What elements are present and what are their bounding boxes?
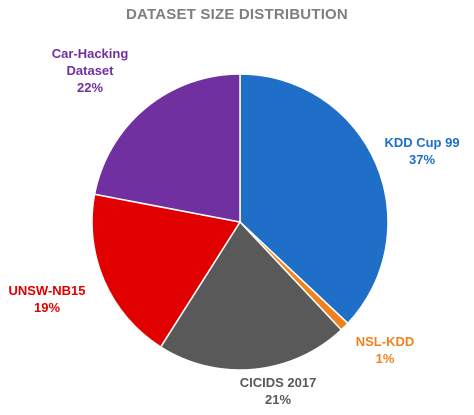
label-cicids-2017: CICIDS 2017 21% xyxy=(239,375,317,407)
label-kdd-cup-99: KDD Cup 99 37% xyxy=(384,135,460,167)
label-car-hacking-line-1: Car-Hacking xyxy=(51,46,129,61)
label-car-hacking-dataset: Car-Hacking Dataset 22% xyxy=(30,45,150,96)
label-unsw-nb15: UNSW-NB15 19% xyxy=(8,283,86,315)
chart-title: DATASET SIZE DISTRIBUTION xyxy=(126,6,348,23)
pie-slice-unsw-nb15 xyxy=(91,193,242,348)
pie-slice-car-hacking-dataset xyxy=(93,73,241,223)
label-nsl-kdd: NSL-KDD 1% xyxy=(355,334,415,366)
label-car-hacking-line-2: Dataset xyxy=(66,63,114,78)
pie-slice-cicids-2017 xyxy=(159,220,343,371)
pie-slice-kdd-cup-99 xyxy=(239,73,389,325)
